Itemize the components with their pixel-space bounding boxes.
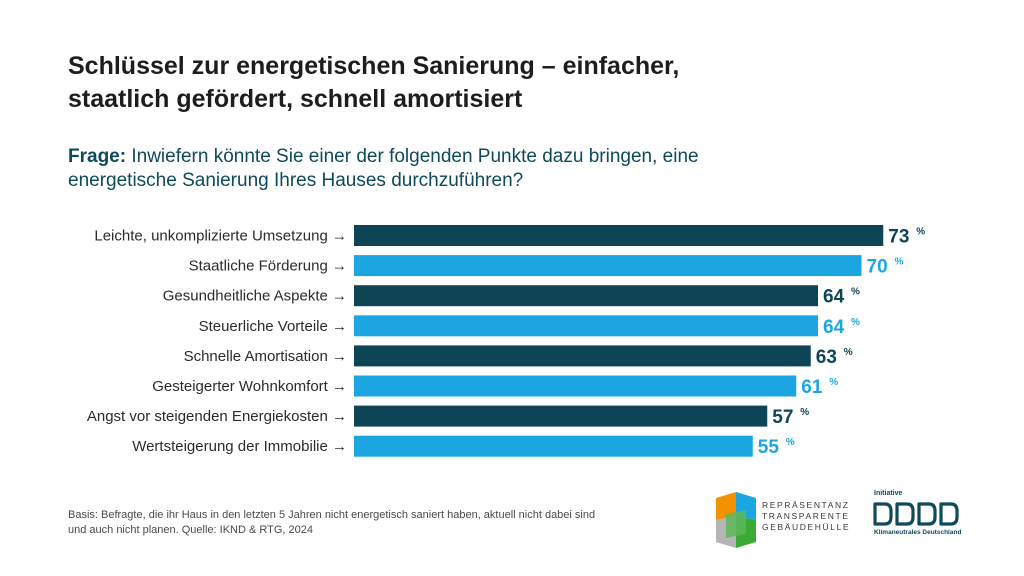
bar [354,225,884,246]
category-label: Gesteigerter Wohnkomfort → [152,378,347,395]
data-label-unit: % [829,377,838,388]
category-label: Schnelle Amortisation → [184,348,347,365]
question-lead: Frage: [68,146,127,167]
bar [354,285,818,307]
question-text-1: Inwiefern könnte Sie einer der folgenden… [126,146,699,167]
category-label: Wertsteigerung der Immobilie → [132,438,347,455]
question-text-2: energetische Sanierung Ihres Hauses durc… [68,170,524,191]
chart-title: Schlüssel zur energetischen Sanierung – … [68,50,868,116]
footnote-line-1: Basis: Befragte, die ihr Haus in den let… [68,509,596,521]
rtg-logo: REPRÄSENTANZ TRANSPARENTE GEBÄUDEHÜLLE [712,490,872,552]
bar [354,315,818,337]
data-label-unit: % [851,287,860,298]
rtg-logo-mark [716,492,756,548]
category-label: Angst vor steigenden Energiekosten → [87,408,347,425]
rtg-text-1: REPRÄSENTANZ [762,500,850,510]
bar [354,405,768,427]
iknd-logo: Initiative Klimaneutrales Deutschland [872,490,972,550]
data-label: 63 [816,347,837,368]
footnote-line-2: und auch nicht planen. Quelle: IKND & RT… [68,524,313,536]
iknd-logo-mark [873,502,959,526]
iknd-logo-sub: Klimaneutrales Deutschland [874,529,962,536]
data-label: 73 [888,227,909,248]
category-label: Gesundheitliche Aspekte → [163,288,347,305]
bar [354,435,753,457]
rtg-text-3: GEBÄUDEHÜLLE [762,522,851,532]
data-label: 64 [823,317,845,338]
category-label: Steuerliche Vorteile → [199,318,347,335]
data-label: 55 [758,437,780,458]
data-label-unit: % [800,407,809,418]
data-label: 57 [772,407,793,428]
data-label: 61 [801,377,823,398]
bar [354,255,862,277]
chart-subtitle: Frage: Inwiefern könnte Sie einer der fo… [68,145,928,193]
data-label: 70 [867,257,888,278]
category-label: Staatliche Förderung → [189,258,347,275]
data-label: 64 [823,287,845,308]
data-label-unit: % [786,437,795,448]
data-label-unit: % [916,227,925,238]
chart-title-line-1: Schlüssel zur energetischen Sanierung – … [68,52,680,80]
bar [354,345,811,367]
chart-title-line-2: staatlich gefördert, schnell amortisiert [68,85,523,113]
bar [354,375,797,397]
category-label: Leichte, unkomplizierte Umsetzung → [94,228,347,245]
data-label-unit: % [844,347,853,358]
iknd-logo-pre: Initiative [874,490,903,497]
data-label-unit: % [895,257,904,268]
data-label-unit: % [851,317,860,328]
subtitle-line-1: Frage: Inwiefern könnte Sie einer der fo… [68,145,928,169]
rtg-logo-text: REPRÄSENTANZ TRANSPARENTE GEBÄUDEHÜLLE [762,500,850,533]
footnote: Basis: Befragte, die ihr Haus in den let… [68,508,648,538]
rtg-text-2: TRANSPARENTE [762,511,850,521]
